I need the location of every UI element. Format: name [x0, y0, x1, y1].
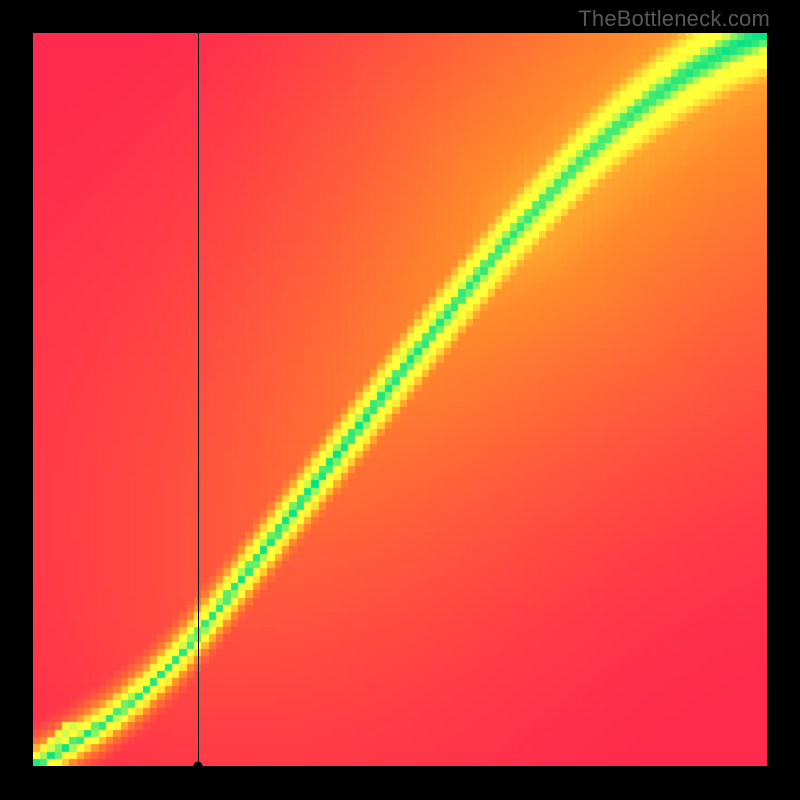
figure-outer: TheBottleneck.com [0, 0, 800, 800]
crosshair-marker-dot [194, 761, 203, 770]
crosshair-horizontal [33, 766, 767, 767]
crosshair-vertical [198, 33, 199, 767]
heatmap-canvas [33, 33, 767, 767]
watermark-text: TheBottleneck.com [578, 6, 770, 32]
plot-area [33, 33, 767, 767]
